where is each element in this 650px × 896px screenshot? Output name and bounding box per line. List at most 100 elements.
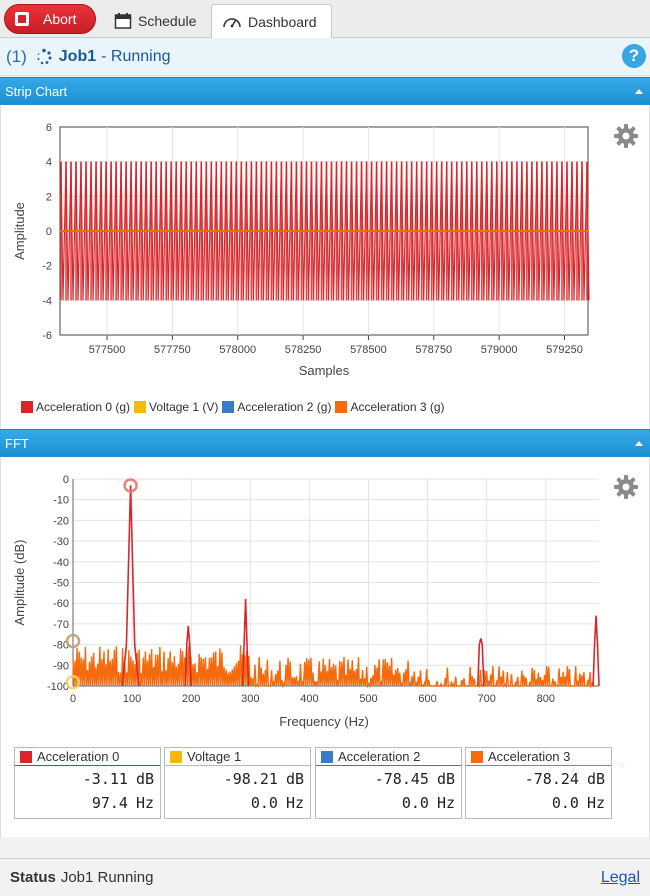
readout-hz: 97.4 Hz <box>92 794 154 812</box>
legend-item[interactable]: Voltage 1 (V) <box>134 400 218 414</box>
readout-hz: 0.0 Hz <box>552 794 605 812</box>
y-axis-label: Amplitude (dB) <box>12 540 27 626</box>
strip-chart: 6 4 2 0 -2 -4 -6 577500 577750 578000 578250 578500… <box>12 122 590 378</box>
y-tick-label: -90 <box>53 660 69 672</box>
y-tick-label: -70 <box>53 619 69 631</box>
readout-db-value: -78.45 <box>374 770 429 788</box>
legend-item[interactable]: Acceleration 2 (g) <box>222 400 331 414</box>
fft-peak <box>592 615 600 687</box>
readout-db-unit: dB <box>285 770 304 788</box>
readout-db-value: -78.24 <box>524 770 579 788</box>
readout-hz-unit: Hz <box>586 794 605 812</box>
readout-title: Acceleration 3 <box>466 748 611 766</box>
collapse-icon[interactable] <box>635 441 643 446</box>
readout-db-unit: dB <box>436 770 455 788</box>
fft-readout: Acceleration 2 -78.45 dB 0.0 Hz <box>315 747 462 819</box>
tab-schedule-label: Schedule <box>138 13 197 29</box>
status-label: Status <box>10 869 56 886</box>
fft-readout: Acceleration 0 -3.11 dB 97.4 Hz <box>14 747 161 819</box>
status-text: Job1 Running <box>60 869 154 886</box>
readout-db-unit: dB <box>586 770 605 788</box>
spinner-icon <box>35 48 53 66</box>
x-tick-label: 578000 <box>219 344 256 356</box>
y-tick-label: -10 <box>53 495 69 507</box>
calendar-icon <box>114 12 132 30</box>
x-tick-label: 578500 <box>350 344 387 356</box>
fft-readout: Voltage 1 -98.21 dB 0.0 Hz <box>164 747 311 819</box>
readout-db-value: -98.21 <box>223 770 278 788</box>
fft-peak <box>184 625 193 687</box>
readout-hz-value: 0.0 <box>551 794 579 812</box>
gear-icon[interactable] <box>613 474 639 500</box>
y-tick-label: -30 <box>53 536 69 548</box>
legend-label: Voltage 1 (V) <box>149 400 219 414</box>
fft-peak <box>121 485 140 687</box>
job-status-bar: (1) Job1 - Running ? <box>0 38 650 76</box>
fft-noise-acceleration-3 <box>72 645 596 689</box>
y-tick-label: 2 <box>46 191 52 203</box>
legend-item[interactable]: Acceleration 0 (g) <box>21 400 130 414</box>
readout-swatch <box>20 750 32 763</box>
x-axis-label: Frequency (Hz) <box>279 714 369 729</box>
legend-label: Acceleration 3 (g) <box>350 400 445 414</box>
readout-name: Acceleration 3 <box>488 749 571 764</box>
fft-peak <box>241 599 250 687</box>
readout-name: Acceleration 0 <box>37 749 120 764</box>
stop-icon <box>15 12 29 26</box>
status-bar: Status Job1 Running Legal <box>0 858 650 896</box>
x-tick-label: 600 <box>418 693 436 705</box>
y-tick-label: -40 <box>53 557 69 569</box>
legend-item[interactable]: Acceleration 3 (g) <box>335 400 445 414</box>
readout-hz-value: 97.4 <box>91 794 128 812</box>
job-name: Job1 <box>58 47 97 65</box>
legend-swatch <box>21 401 33 413</box>
x-tick-label: 700 <box>478 693 496 705</box>
collapse-icon[interactable] <box>635 89 643 94</box>
fft-marker <box>123 478 138 493</box>
x-tick-label: 577500 <box>89 344 126 356</box>
gear-icon[interactable] <box>613 123 639 149</box>
readout-db: -3.11 dB <box>83 770 154 788</box>
tab-dashboard[interactable]: Dashboard <box>211 4 332 39</box>
top-toolbar: Abort Schedule Dashboard <box>0 0 650 39</box>
legend-swatch <box>134 401 147 413</box>
x-tick-label: 579000 <box>481 344 518 356</box>
x-tick-label: 578750 <box>415 344 452 356</box>
y-tick-label: 0 <box>63 474 69 486</box>
legend-label: Acceleration 2 (g) <box>237 400 332 414</box>
fft-header[interactable]: FFT <box>0 429 650 457</box>
legend-swatch <box>335 401 348 413</box>
readout-db-value: -3.11 <box>82 770 128 788</box>
readout-hz-unit: Hz <box>285 794 304 812</box>
strip-chart-header[interactable]: Strip Chart <box>0 77 650 105</box>
readout-hz: 0.0 Hz <box>251 794 304 812</box>
y-tick-label: -6 <box>42 330 52 342</box>
gauge-icon <box>222 13 242 31</box>
job-status: - Running <box>101 48 170 66</box>
y-tick-label: -80 <box>53 640 69 652</box>
legal-link[interactable]: Legal <box>600 869 640 886</box>
abort-button[interactable]: Abort <box>4 4 96 34</box>
strip-chart-title: Strip Chart <box>5 84 68 99</box>
fft-peak <box>477 638 485 687</box>
readout-name: Acceleration 2 <box>338 749 421 764</box>
y-tick-label: -50 <box>53 578 69 590</box>
strip-chart-legend: Acceleration 0 (g) Voltage 1 (V) Accelerat… <box>21 400 449 414</box>
y-tick-label: 4 <box>46 157 52 169</box>
x-tick-label: 200 <box>182 693 200 705</box>
x-tick-label: 578250 <box>285 344 322 356</box>
x-tick-label: 300 <box>241 693 259 705</box>
help-icon[interactable]: ? <box>622 44 646 68</box>
queue-position: (1) <box>6 46 27 66</box>
readout-title: Acceleration 2 <box>316 748 461 766</box>
readout-db-unit: dB <box>135 770 154 788</box>
readout-swatch <box>321 750 333 763</box>
fft-readout: Acceleration 3 -78.24 dB 0.0 Hz <box>465 747 612 819</box>
readout-hz-value: 0.0 <box>250 794 278 812</box>
y-tick-label: 0 <box>46 226 52 238</box>
readout-name: Voltage 1 <box>187 749 242 764</box>
job-separator: - <box>101 47 111 65</box>
tab-schedule[interactable]: Schedule <box>104 4 206 38</box>
legend-swatch <box>222 401 235 413</box>
